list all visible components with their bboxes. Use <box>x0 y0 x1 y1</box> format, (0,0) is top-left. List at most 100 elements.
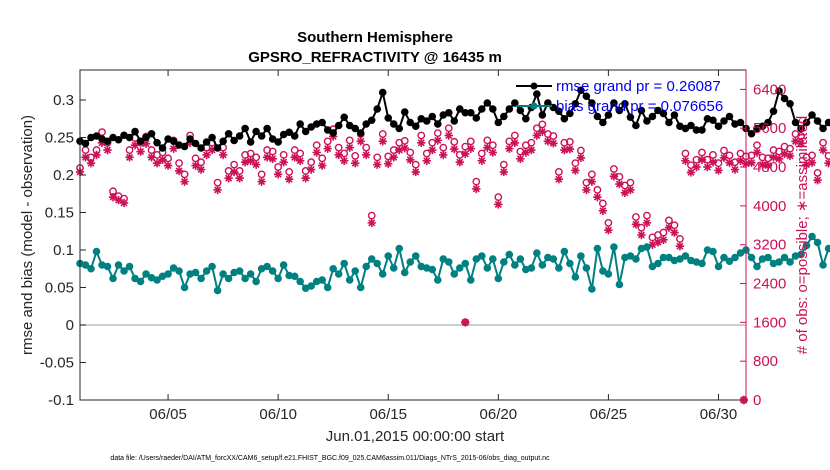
bias-point <box>615 280 624 289</box>
rmse-point <box>571 99 580 108</box>
y2-tick-label: 3200 <box>753 237 786 254</box>
assimilated-obs-marker <box>758 160 767 169</box>
y-axis-label: rmse and bias (model - observation) <box>19 115 36 355</box>
assimilated-obs-marker <box>384 159 393 168</box>
bias-point <box>87 264 95 273</box>
rmse-point <box>511 99 519 107</box>
rmse-point <box>378 88 387 97</box>
rmse-point <box>813 117 822 125</box>
chart-title: Southern Hemisphere <box>297 29 453 46</box>
assimilated-obs-marker <box>356 137 365 146</box>
rmse-point <box>329 129 337 137</box>
rmse-point <box>103 137 112 146</box>
rmse-point <box>824 118 830 127</box>
bias-point <box>235 267 244 275</box>
bias-point <box>582 264 591 272</box>
bias-point <box>395 244 404 253</box>
bias-point <box>114 261 123 269</box>
assimilated-obs-marker <box>791 137 800 146</box>
bias-point <box>263 262 271 271</box>
assimilated-obs-marker <box>620 188 630 197</box>
rmse-point <box>758 122 767 131</box>
rmse-point <box>114 135 123 144</box>
bias-point <box>411 252 420 260</box>
rmse-point <box>780 94 789 103</box>
rmse-point <box>158 144 167 152</box>
assimilated-obs-marker <box>81 153 90 162</box>
assimilated-obs-marker <box>483 143 492 152</box>
assimilated-obs-marker <box>802 160 811 169</box>
possible-obs-marker <box>175 159 183 168</box>
assimilated-obs-marker <box>251 160 261 169</box>
rmse-point <box>736 118 745 127</box>
rmse-point <box>274 138 282 146</box>
bias-point <box>533 249 541 257</box>
assimilated-obs-marker <box>818 145 828 155</box>
rmse-point <box>263 124 271 133</box>
assimilated-obs-marker <box>86 158 96 168</box>
assimilated-obs-marker <box>824 158 830 168</box>
rmse-point <box>819 124 827 133</box>
legend-marker-swatch <box>530 82 538 90</box>
bias-point <box>489 255 497 263</box>
rmse-point <box>791 118 800 127</box>
bias-point <box>307 282 315 290</box>
assimilated-obs-marker <box>373 160 382 169</box>
rmse-point <box>637 106 646 115</box>
assimilated-obs-marker <box>312 148 321 157</box>
rmse-point <box>444 108 453 117</box>
rmse-point <box>334 121 343 130</box>
assimilated-obs-marker <box>631 220 641 229</box>
bias-point <box>224 274 233 283</box>
rmse-point <box>147 129 156 138</box>
bias-point <box>516 255 525 263</box>
rmse-point <box>720 117 728 125</box>
bias-point <box>389 264 398 272</box>
assimilated-obs-marker <box>224 174 233 183</box>
bias-point <box>109 274 117 283</box>
rmse-point <box>687 121 695 130</box>
assimilated-obs-marker <box>202 150 211 160</box>
assimilated-obs-marker <box>692 162 701 172</box>
rmse-point <box>411 122 420 131</box>
assimilated-obs-marker <box>400 143 409 153</box>
bias-point <box>428 265 437 274</box>
rmse-point <box>533 90 541 98</box>
rmse-point <box>670 111 679 119</box>
bias-point <box>406 258 415 266</box>
assimilated-obs-marker <box>576 153 586 163</box>
rmse-point <box>235 132 244 140</box>
assimilated-obs-marker <box>461 149 470 159</box>
rmse-point <box>808 111 816 119</box>
bias-point <box>466 276 475 284</box>
assimilated-obs-marker <box>268 154 277 164</box>
y2-tick-label: 6400 <box>753 81 786 98</box>
bias-point <box>604 270 613 278</box>
bias-point <box>720 253 728 262</box>
assimilated-obs-marker <box>229 167 239 177</box>
assimilated-obs-marker <box>334 150 343 160</box>
rmse-point <box>560 114 569 123</box>
bias-point <box>367 255 376 263</box>
y2-tick-label: 0 <box>753 392 761 409</box>
assimilated-obs-marker <box>240 158 250 167</box>
assimilated-obs-marker <box>813 175 822 185</box>
bias-point <box>351 267 360 275</box>
assimilated-obs-marker <box>273 170 283 179</box>
assimilated-obs-marker <box>565 144 575 154</box>
assimilated-obs-marker <box>262 153 272 162</box>
bias-point <box>191 268 200 277</box>
assimilated-obs-marker <box>92 150 101 160</box>
legend-entry: rmse grand pr = 0.26087 <box>556 78 721 95</box>
assimilated-obs-marker <box>752 148 762 157</box>
rmse-point <box>153 138 161 147</box>
rmse-point <box>389 120 398 128</box>
assimilated-obs-marker <box>653 238 663 247</box>
bias-point <box>786 258 794 266</box>
assimilated-obs-marker <box>455 158 464 167</box>
bias-point <box>588 285 596 293</box>
rmse-point <box>257 132 266 140</box>
assimilated-obs-marker <box>317 161 327 170</box>
assimilated-obs-marker <box>417 138 426 147</box>
rmse-point <box>494 118 503 127</box>
